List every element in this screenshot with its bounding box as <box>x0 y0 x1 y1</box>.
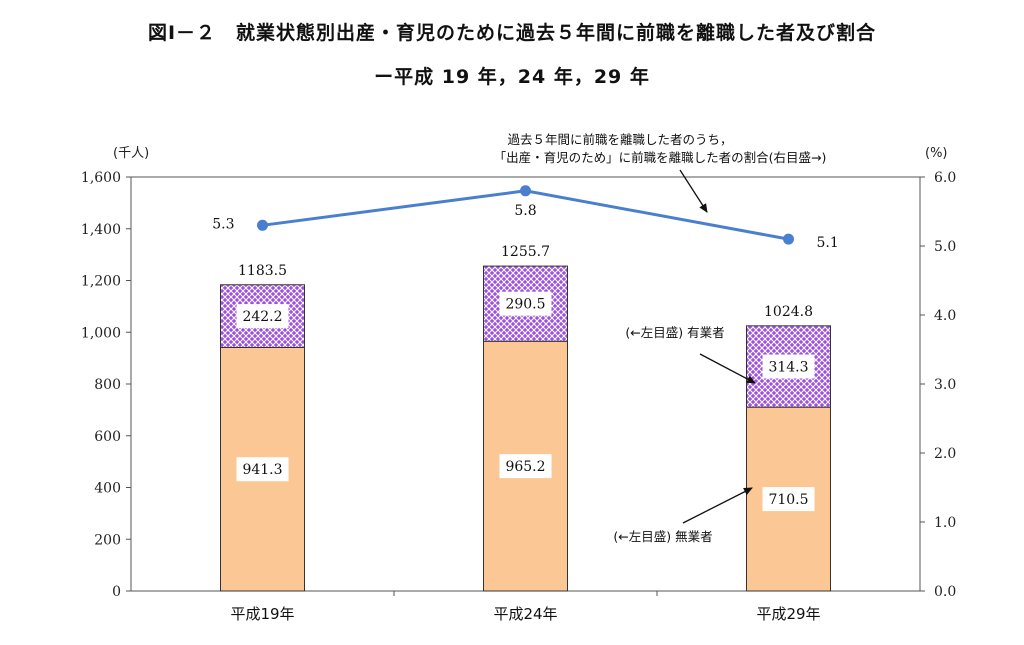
right-tick-label: 1.0 <box>934 515 956 531</box>
data-label: 290.5 <box>505 297 545 313</box>
employed-annotation: (←左目盛) 有業者 <box>625 325 724 340</box>
left-tick-label: 600 <box>94 429 121 445</box>
right-tick-label: 4.0 <box>934 308 956 324</box>
right-tick-label: 5.0 <box>934 239 956 255</box>
ratio-point-label: 5.3 <box>212 216 234 232</box>
total-label: 1024.8 <box>764 304 813 320</box>
category-label: 平成29年 <box>756 605 820 623</box>
right-axis-unit: (%) <box>925 146 948 161</box>
category-label: 平成24年 <box>493 605 557 623</box>
left-tick-label: 1,200 <box>81 274 121 290</box>
right-tick-label: 0.0 <box>934 584 956 600</box>
chart-title: 図Ⅰ－２ 就業状態別出産・育児のために過去５年間に前職を離職した者及び割合 <box>147 22 877 44</box>
ratio-point <box>520 185 531 197</box>
right-tick-label: 3.0 <box>934 377 956 393</box>
data-label-box <box>236 457 289 482</box>
left-tick-label: 1,600 <box>81 170 121 186</box>
right-tick-label: 6.0 <box>934 170 956 186</box>
line-annotation: 過去５年間に前職を離職した者のうち， <box>507 132 732 147</box>
chart-subtitle: ー平成 19 年，24 年，29 年 <box>374 66 650 88</box>
right-tick-label: 2.0 <box>934 446 956 462</box>
left-tick-label: 1,000 <box>81 325 121 341</box>
left-tick-label: 200 <box>94 532 121 548</box>
ratio-point <box>257 219 268 231</box>
left-tick-label: 0 <box>112 584 121 600</box>
ratio-point <box>783 233 794 245</box>
total-label: 1183.5 <box>238 263 287 279</box>
data-label-box <box>499 291 552 316</box>
data-label-box <box>762 487 815 512</box>
total-label: 1255.7 <box>501 244 550 260</box>
line-annotation-arrow <box>679 169 708 213</box>
data-label: 314.3 <box>768 359 808 375</box>
data-label-box <box>236 304 289 329</box>
line-annotation: 「出産・育児のため」に前職を離職した者の割合(右目盛→) <box>494 150 827 165</box>
ratio-point-label: 5.1 <box>817 235 839 251</box>
ratio-point-label: 5.8 <box>514 203 536 219</box>
left-axis-unit: (千人) <box>113 146 149 161</box>
employed-annotation-arrow <box>699 353 756 384</box>
unemployed-annotation: (←左目盛) 無業者 <box>613 529 712 544</box>
unemployed-annotation-arrow <box>682 487 753 524</box>
data-label: 941.3 <box>242 462 282 478</box>
left-tick-label: 1,400 <box>81 222 121 238</box>
left-tick-label: 400 <box>94 481 121 497</box>
left-tick-label: 800 <box>94 377 121 393</box>
data-label: 965.2 <box>505 459 545 475</box>
data-label-box <box>762 354 815 379</box>
data-label: 710.5 <box>768 492 808 508</box>
data-label: 242.2 <box>242 309 282 325</box>
category-label: 平成19年 <box>230 605 294 623</box>
data-label-box <box>499 454 552 479</box>
